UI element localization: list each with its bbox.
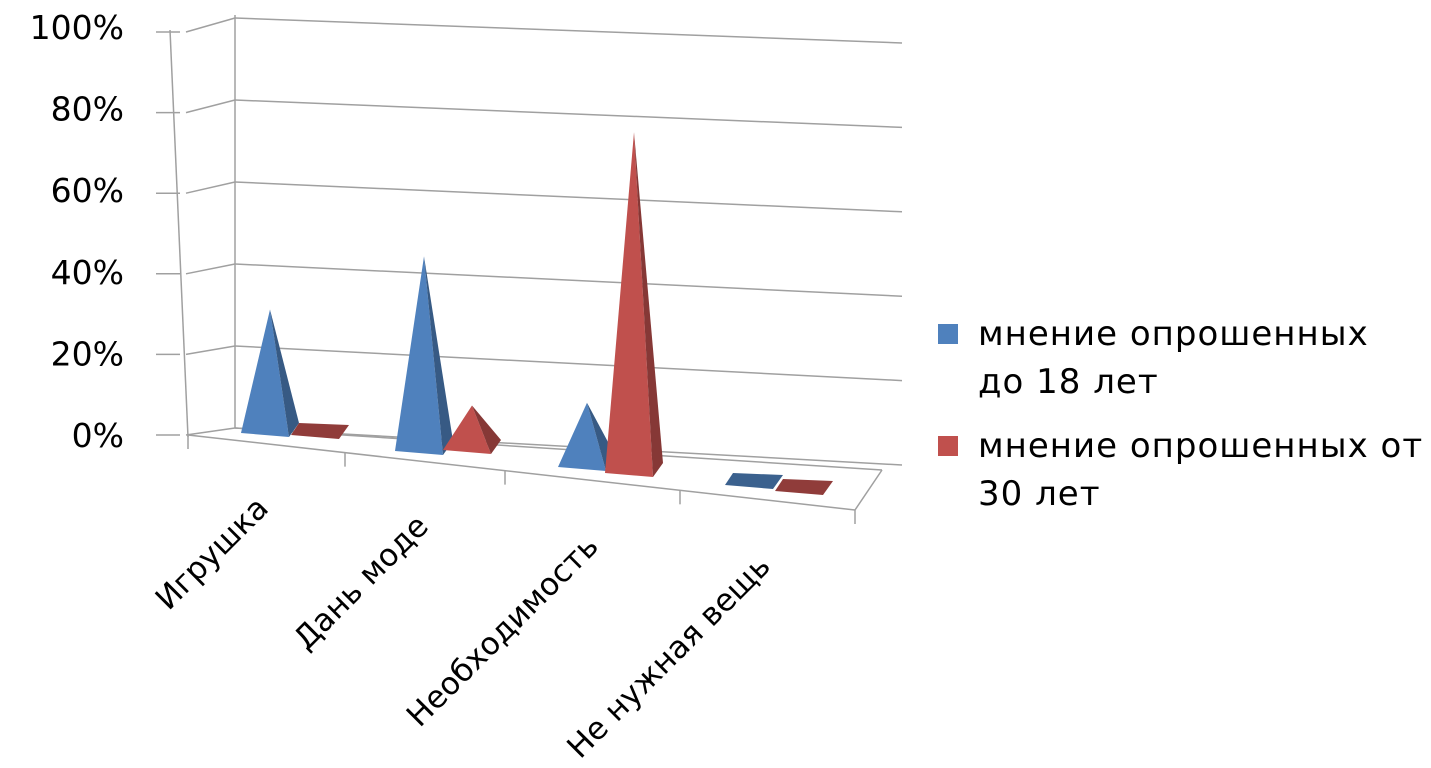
gridline-depth [185, 99, 236, 114]
y-axis [169, 29, 189, 438]
pyramid-front-face [558, 402, 606, 471]
pyramid-base [291, 423, 349, 439]
gridline-depth [185, 263, 236, 275]
pyramid-2-1 [291, 423, 349, 439]
legend: мнение опрошенных до 18 лет мнение опрош… [930, 310, 1425, 534]
gridline [234, 17, 903, 44]
legend-label-series-1: мнение опрошенных до 18 лет [978, 314, 1369, 402]
y-tick-label: 60% [51, 171, 124, 210]
y-tick-label: 40% [51, 253, 124, 292]
gridline [234, 263, 903, 297]
y-tick-label: 20% [51, 334, 124, 373]
pyramid-side-face [472, 405, 501, 454]
pyramid-front-face [395, 256, 443, 455]
legend-label-series-2: мнение опрошенных от 30 лет [978, 426, 1424, 514]
legend-item-series-2: мнение опрошенных от 30 лет [930, 422, 1425, 518]
pyramid-front-face [443, 405, 491, 454]
pyramid-base [775, 479, 833, 495]
pyramid-side-face [270, 309, 299, 437]
pyramid-front-face [241, 309, 289, 437]
pyramid-2-4 [775, 479, 833, 495]
legend-item-series-1: мнение опрошенных до 18 лет [930, 310, 1425, 406]
y-tick-label: 80% [51, 90, 124, 129]
gridline-depth [185, 427, 236, 436]
axes [156, 15, 883, 524]
pyramid-1-2 [395, 256, 453, 455]
y-tick-label: 100% [30, 8, 124, 47]
x-axis [187, 434, 856, 511]
pyramid-side-face [634, 132, 663, 477]
category-label: Необходимость [400, 528, 606, 734]
category-label: Игрушка [149, 490, 276, 617]
category-label: Дань моде [287, 508, 436, 657]
legend-swatch-series-2 [938, 436, 958, 456]
category-label: Не нужная вещь [560, 548, 777, 765]
pyramid-2-3 [605, 132, 663, 477]
pyramid-base [725, 473, 783, 489]
legend-swatch-series-1 [938, 324, 958, 344]
pyramid-2-2 [443, 405, 501, 454]
gridlines [185, 17, 903, 466]
gridline-depth [185, 17, 236, 33]
gridline [234, 345, 903, 382]
floor-back-edge [234, 427, 883, 471]
pyramid-side-face [424, 256, 453, 455]
pyramids [241, 132, 833, 495]
pyramid-1-4 [725, 473, 783, 489]
gridline-depth [185, 181, 236, 194]
floor-right-edge [854, 469, 883, 511]
pyramid-1-1 [241, 309, 299, 437]
gridline [234, 181, 903, 213]
pyramid-front-face [605, 132, 653, 477]
y-tick-label: 0% [72, 416, 124, 455]
y-tick-labels: 0% 20% 40% 60% 80% 100% [30, 8, 124, 455]
gridline [234, 99, 903, 129]
gridline-depth [185, 345, 236, 356]
